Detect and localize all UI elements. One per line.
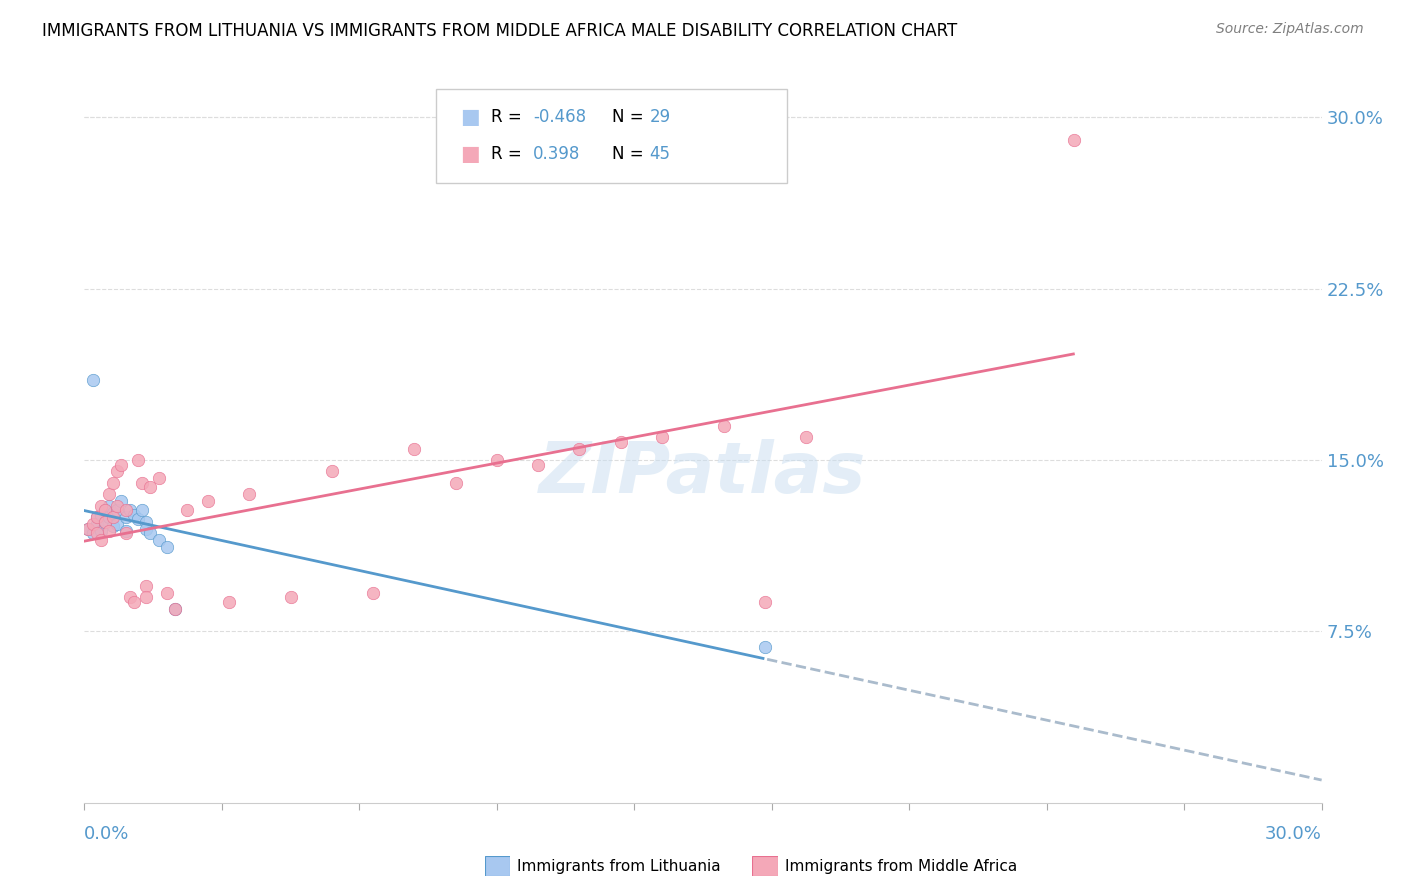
Point: [794, 430, 817, 444]
Point: [139, 526, 162, 541]
Point: [86, 526, 108, 541]
Point: [156, 585, 179, 599]
Point: [77, 521, 100, 535]
Point: [485, 453, 508, 467]
Point: [98, 499, 121, 513]
Point: [651, 430, 673, 444]
Point: [114, 526, 136, 541]
Point: [114, 510, 136, 524]
Point: [238, 487, 260, 501]
Point: [527, 458, 550, 472]
Point: [404, 442, 426, 456]
Point: [103, 519, 125, 533]
Point: [131, 503, 153, 517]
Point: [165, 601, 187, 615]
Point: [197, 494, 219, 508]
Point: [94, 503, 117, 517]
Point: [103, 506, 125, 520]
Point: [98, 524, 121, 538]
Point: [165, 601, 187, 615]
Point: [105, 464, 128, 478]
Point: [139, 480, 162, 494]
Point: [105, 516, 128, 531]
Point: [321, 464, 343, 478]
Point: [361, 585, 384, 599]
Text: Immigrants from Lithuania: Immigrants from Lithuania: [517, 859, 721, 873]
Text: 0.0%: 0.0%: [84, 825, 129, 843]
Point: [90, 524, 112, 538]
Text: 45: 45: [650, 145, 671, 163]
Point: [90, 499, 112, 513]
Point: [105, 499, 128, 513]
Point: [103, 510, 125, 524]
Text: Source: ZipAtlas.com: Source: ZipAtlas.com: [1216, 22, 1364, 37]
Text: 29: 29: [650, 108, 671, 126]
Point: [280, 590, 302, 604]
Point: [90, 533, 112, 547]
Point: [148, 471, 170, 485]
Text: R =: R =: [491, 145, 531, 163]
Text: IMMIGRANTS FROM LITHUANIA VS IMMIGRANTS FROM MIDDLE AFRICA MALE DISABILITY CORRE: IMMIGRANTS FROM LITHUANIA VS IMMIGRANTS …: [42, 22, 957, 40]
Point: [148, 533, 170, 547]
Point: [110, 458, 132, 472]
Point: [77, 521, 100, 535]
Point: [94, 515, 117, 529]
Point: [94, 503, 117, 517]
Point: [122, 594, 145, 608]
Text: ZIPatlas: ZIPatlas: [540, 439, 866, 508]
Point: [86, 510, 108, 524]
Point: [122, 508, 145, 522]
Text: N =: N =: [612, 108, 648, 126]
Text: ■: ■: [460, 145, 479, 164]
Point: [103, 475, 125, 490]
Text: -0.468: -0.468: [533, 108, 586, 126]
Point: [118, 503, 141, 517]
Point: [568, 442, 591, 456]
Point: [127, 453, 149, 467]
Text: 30.0%: 30.0%: [1265, 825, 1322, 843]
Point: [135, 515, 157, 529]
Point: [110, 494, 132, 508]
Point: [86, 516, 108, 531]
Point: [82, 373, 104, 387]
Point: [127, 512, 149, 526]
Point: [118, 590, 141, 604]
Text: R =: R =: [491, 108, 527, 126]
Text: 0.398: 0.398: [533, 145, 581, 163]
Point: [754, 594, 776, 608]
Point: [98, 487, 121, 501]
Point: [86, 510, 108, 524]
Text: Immigrants from Middle Africa: Immigrants from Middle Africa: [785, 859, 1017, 873]
Text: N =: N =: [612, 145, 648, 163]
Point: [218, 594, 240, 608]
Point: [94, 515, 117, 529]
Point: [114, 503, 136, 517]
Point: [98, 510, 121, 524]
Point: [82, 526, 104, 541]
Point: [105, 503, 128, 517]
Point: [114, 524, 136, 538]
Point: [135, 590, 157, 604]
Point: [82, 516, 104, 531]
Point: [176, 503, 198, 517]
Point: [131, 475, 153, 490]
Point: [135, 579, 157, 593]
Point: [156, 540, 179, 554]
Point: [1063, 133, 1085, 147]
Point: [609, 434, 631, 449]
Point: [713, 418, 735, 433]
Text: ■: ■: [460, 107, 479, 127]
Point: [444, 475, 467, 490]
Point: [135, 521, 157, 535]
Point: [754, 640, 776, 655]
Point: [90, 508, 112, 522]
